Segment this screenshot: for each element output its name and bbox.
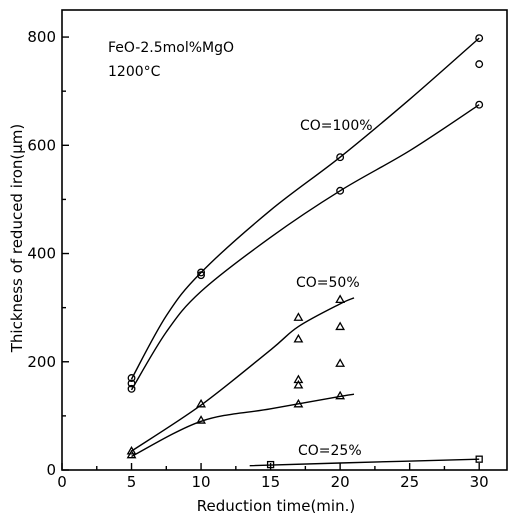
annotations: FeO-2.5mol%MgO 1200°C CO=100% CO=50% CO=…: [108, 40, 373, 459]
x-tick-label: 5: [127, 473, 137, 491]
point-co50: [196, 398, 206, 408]
point-co50: [293, 312, 304, 321]
curve-co50-upper: [131, 297, 355, 452]
fitted-curves: [130, 37, 480, 467]
point-co100: [197, 271, 206, 280]
curve-co25: [249, 458, 480, 467]
co50-annotation: CO=50%: [296, 275, 360, 291]
x-tick-label: 15: [261, 473, 280, 491]
point-co100: [197, 268, 206, 277]
curve-co100-upper: [130, 37, 480, 380]
x-tick-label: 25: [400, 473, 419, 491]
material-annotation: FeO-2.5mol%MgO: [108, 40, 234, 56]
point-co50: [335, 358, 346, 367]
point-co50: [335, 390, 346, 400]
curve-co50-lower: [131, 393, 355, 458]
y-axis-label: Thickness of reduced iron(μm): [8, 124, 26, 354]
x-tick-label: 0: [57, 473, 67, 491]
point-co50: [126, 445, 137, 455]
point-co50: [293, 333, 304, 343]
x-axis-label: Reduction time(min.): [197, 497, 355, 515]
y-axis: 0 200 400 600 800 Thickness of reduced iron(…: [8, 28, 69, 479]
point-co50: [335, 294, 346, 304]
y-tick-label: 600: [27, 136, 56, 154]
curve-co100-lower: [130, 104, 480, 391]
point-co100: [127, 379, 136, 388]
point-co25: [266, 460, 275, 469]
point-co100: [127, 374, 136, 382]
y-tick-label: 400: [27, 245, 56, 263]
y-tick-label: 200: [27, 353, 56, 371]
point-co100: [475, 60, 484, 69]
point-co100: [127, 384, 136, 393]
data-points: [126, 34, 484, 469]
x-axis: 0 5 10 15 20 25 30 Reduction time(min.): [57, 463, 489, 515]
point-co100: [475, 100, 484, 109]
point-co50: [293, 379, 304, 389]
x-tick-label: 10: [192, 473, 211, 491]
point-co25: [475, 455, 483, 463]
y-tick-label: 800: [27, 28, 56, 46]
point-co100: [475, 34, 484, 43]
point-co50: [335, 321, 346, 331]
co25-annotation: CO=25%: [298, 443, 362, 459]
point-co50: [126, 449, 137, 459]
plot-frame: [61, 9, 508, 471]
temperature-annotation: 1200°C: [108, 64, 161, 80]
point-co100: [336, 186, 345, 195]
co100-annotation: CO=100%: [300, 118, 373, 134]
point-co100: [336, 153, 345, 162]
y-tick-label: 0: [46, 461, 56, 479]
point-co50: [293, 398, 304, 408]
x-tick-label: 20: [331, 473, 350, 491]
point-co50: [196, 415, 206, 424]
x-tick-label: 30: [470, 473, 489, 491]
